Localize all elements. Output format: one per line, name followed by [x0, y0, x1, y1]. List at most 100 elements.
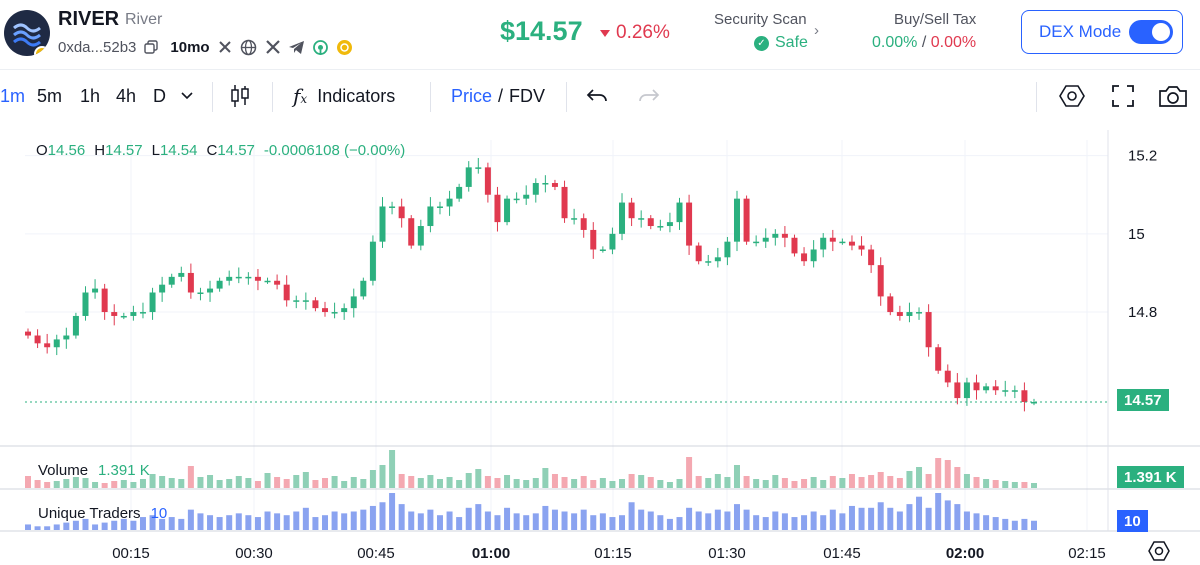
volume-bar: [523, 480, 530, 488]
candle-body: [992, 386, 999, 391]
candle-body: [781, 233, 788, 238]
trader-bar: [245, 515, 252, 530]
volume-bar: [532, 478, 539, 488]
trader-bar: [935, 493, 942, 530]
signal-icon[interactable]: [312, 38, 330, 56]
candle-body: [590, 229, 597, 250]
candle-body: [839, 241, 846, 244]
trader-bar: [360, 509, 367, 530]
coin-icon[interactable]: [336, 38, 354, 56]
interval-1m[interactable]: 1m: [0, 85, 26, 106]
security-scan-status[interactable]: ✓ Safe: [754, 34, 808, 52]
volume-bar: [82, 478, 89, 488]
volume-bar: [264, 473, 271, 488]
interval-dropdown-chevron-icon[interactable]: [180, 72, 194, 120]
toolbar-divider: [566, 82, 567, 112]
chevron-right-icon[interactable]: ›: [814, 22, 819, 39]
candle-body: [264, 280, 271, 283]
trader-bar: [561, 511, 568, 530]
price-mode-option[interactable]: Price: [451, 85, 493, 106]
candle-body: [542, 183, 549, 185]
token-name: River: [125, 11, 163, 28]
trader-bar: [1011, 520, 1018, 530]
candle-body: [159, 284, 166, 293]
trader-bar: [398, 504, 405, 530]
volume-bar: [877, 472, 884, 488]
dex-mode-toggle[interactable]: [1129, 20, 1173, 44]
trader-bar: [992, 517, 999, 530]
time-tick-label: 00:30: [235, 545, 273, 562]
contract-address[interactable]: 0xda...52b3: [58, 38, 137, 56]
candle-body: [1031, 401, 1037, 404]
candle-body: [705, 261, 712, 263]
security-scan-title[interactable]: Security Scan: [714, 11, 807, 28]
volume-bar: [571, 479, 578, 488]
volume-bar: [254, 481, 261, 488]
trader-bar: [925, 507, 932, 530]
volume-bar: [542, 468, 549, 488]
price-fdv-switch[interactable]: Price / FDV: [451, 72, 545, 120]
candle-body: [666, 222, 673, 227]
trader-bar: [676, 517, 683, 530]
telegram-icon[interactable]: [288, 38, 306, 56]
interval-5m[interactable]: 5m: [37, 85, 63, 106]
trader-bar: [216, 517, 223, 530]
globe-icon[interactable]: [240, 38, 258, 56]
candle-body: [331, 312, 338, 314]
volume-bar: [341, 481, 348, 488]
trader-bar: [187, 509, 194, 530]
time-tick-label: 01:30: [708, 545, 746, 562]
trader-bar: [302, 507, 309, 530]
trader-bar: [92, 524, 99, 530]
settings-icon[interactable]: [1059, 72, 1085, 120]
volume-bar: [973, 477, 980, 488]
volume-bar: [781, 478, 788, 488]
trader-bar: [111, 520, 118, 530]
redo-icon[interactable]: [638, 72, 660, 120]
volume-bar: [44, 482, 51, 488]
x-close-icon[interactable]: [216, 38, 234, 56]
volume-bar: [848, 474, 855, 488]
undo-icon[interactable]: [586, 72, 608, 120]
volume-bar: [312, 480, 319, 488]
fullscreen-icon[interactable]: [1111, 72, 1135, 120]
volume-bar: [858, 477, 865, 488]
candle-type-icon[interactable]: [229, 72, 251, 120]
interval-d[interactable]: D: [153, 85, 166, 106]
twitter-icon[interactable]: [264, 38, 282, 56]
indicators-button[interactable]: fx Indicators: [293, 72, 395, 120]
fdv-mode-option[interactable]: FDV: [509, 85, 546, 106]
camera-icon[interactable]: [1158, 72, 1188, 120]
volume-bar: [216, 480, 223, 488]
candle-body: [44, 343, 51, 348]
candle-body: [877, 265, 884, 297]
volume-bar: [360, 479, 367, 488]
toggle-knob: [1152, 23, 1170, 41]
trader-bar: [484, 511, 491, 530]
volume-pane-label[interactable]: Volume 1.391 K: [38, 462, 150, 479]
volume-bar: [63, 479, 70, 488]
volume-bar: [369, 470, 376, 488]
trader-bar: [781, 513, 788, 530]
volume-bar: [322, 478, 329, 488]
candle-body: [935, 347, 942, 371]
candle-body: [887, 296, 894, 313]
time-axis-settings-icon[interactable]: [1148, 540, 1170, 565]
time-tick-label: 02:00: [946, 545, 984, 562]
volume-bar: [628, 474, 635, 488]
candle-body: [34, 335, 41, 344]
interval-4h[interactable]: 4h: [116, 85, 137, 106]
traders-pane-label[interactable]: Unique Traders 10: [38, 505, 167, 522]
dex-mode-button[interactable]: DEX Mode: [1021, 10, 1183, 54]
trader-bar: [944, 500, 951, 530]
trader-bar: [254, 517, 261, 530]
volume-bar: [465, 473, 472, 488]
low-label: L: [151, 142, 160, 159]
interval-1h[interactable]: 1h: [80, 85, 101, 106]
candle-body: [350, 296, 357, 309]
toolbar-divider: [430, 82, 431, 112]
tax-title: Buy/Sell Tax: [894, 11, 977, 28]
low-value: 14.54: [159, 142, 198, 159]
chart-axes: 15.2 15 14.8 00:15 00:30 00:45 01:00 01:15 01:30…: [0, 130, 1200, 562]
copy-icon[interactable]: [142, 38, 160, 56]
